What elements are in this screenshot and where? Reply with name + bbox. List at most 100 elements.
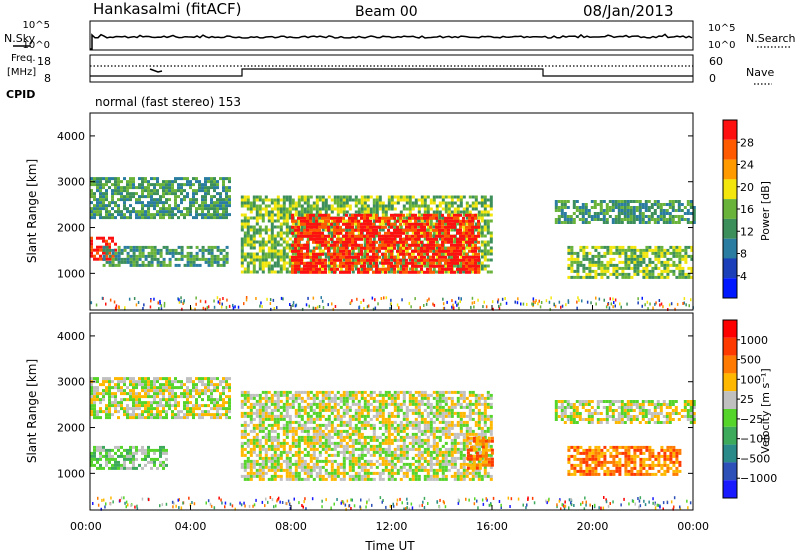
power-echo-cell [575, 209, 579, 212]
power-echo-cell [243, 225, 247, 229]
power-echo-cell [360, 225, 363, 229]
power-echo-cell [423, 225, 426, 229]
power-echo-cell [384, 252, 387, 256]
power-echo-cell [324, 201, 328, 205]
power-echo-cell [216, 260, 220, 264]
velocity-echo-cell [117, 410, 120, 414]
velocity-echo-cell [258, 423, 262, 427]
power-echo-cell [390, 216, 393, 220]
power-echo-cell [240, 237, 244, 241]
power-noise-cell [516, 301, 519, 305]
power-echo-cell [360, 201, 364, 205]
power-echo-cell [459, 210, 463, 214]
power-echo-cell [641, 221, 645, 224]
power-echo-cell [675, 275, 679, 279]
power-echo-cell [264, 228, 268, 232]
power-echo-cell [90, 245, 93, 249]
power-echo-cell [315, 222, 318, 226]
power-echo-cell [450, 195, 454, 199]
power-echo-cell [611, 209, 615, 212]
power-echo-cell [303, 195, 307, 199]
power-echo-cell [294, 252, 298, 256]
power-echo-cell [462, 270, 466, 274]
power-echo-cell [560, 221, 564, 224]
power-echo-cell [432, 240, 435, 244]
power-echo-cell [444, 216, 447, 220]
power-echo-cell [117, 213, 120, 217]
power-echo-cell [300, 261, 303, 265]
velocity-echo-cell [264, 393, 268, 397]
power-echo-cell [267, 204, 271, 208]
power-echo-cell [171, 192, 174, 196]
power-noise-cell [473, 301, 476, 304]
power-echo-cell [648, 272, 652, 276]
power-echo-cell [330, 219, 334, 223]
power-echo-cell [348, 195, 352, 199]
power-echo-cell [345, 258, 348, 262]
power-echo-cell [366, 264, 370, 268]
power-echo-cell [462, 219, 465, 223]
power-echo-cell [99, 207, 102, 211]
velocity-echo-cell [93, 463, 96, 467]
power-echo-cell [447, 249, 450, 253]
velocity-echo-cell [249, 414, 253, 418]
velocity-echo-cell [243, 420, 247, 424]
power-echo-cell [459, 258, 462, 262]
power-echo-cell [120, 192, 123, 196]
power-echo-cell [435, 249, 438, 253]
velocity-echo-cell [129, 416, 132, 420]
power-noise-cell [609, 297, 611, 301]
power-echo-cell [189, 198, 192, 202]
power-echo-cell [309, 225, 312, 229]
power-echo-cell [411, 261, 414, 265]
power-echo-cell [372, 225, 375, 229]
velocity-echo-cell [159, 454, 162, 458]
velocity-echo-cell [177, 416, 180, 420]
power-noise-cell [548, 300, 551, 304]
power-echo-cell [351, 243, 354, 247]
power-echo-cell [339, 216, 342, 220]
velocity-echo-cell [141, 377, 144, 381]
velocity-echo-cell [213, 416, 216, 420]
power-echo-cell [465, 255, 468, 259]
power-echo-cell [279, 222, 283, 226]
power-echo-cell [312, 234, 315, 238]
velocity-echo-cell [183, 401, 186, 405]
power-noise-cell [358, 305, 361, 309]
power-echo-cell [570, 260, 574, 264]
power-echo-cell [426, 219, 429, 223]
power-echo-cell [471, 222, 474, 226]
power-echo-cell [222, 198, 225, 202]
power-echo-cell [336, 255, 339, 259]
power-echo-cell [165, 263, 169, 267]
power-echo-cell [303, 252, 306, 256]
power-echo-cell [117, 180, 120, 184]
power-echo-cell [210, 177, 213, 181]
velocity-echo-cell [159, 460, 162, 464]
power-echo-cell [591, 254, 595, 258]
power-echo-cell [111, 198, 114, 202]
power-noise-cell [504, 297, 506, 300]
power-echo-cell [102, 204, 105, 208]
velocity-echo-cell [228, 416, 231, 420]
power-echo-cell [393, 195, 397, 199]
power-echo-cell [675, 254, 679, 258]
power-noise-cell [292, 301, 295, 305]
power-echo-cell [369, 225, 372, 229]
power-echo-cell [189, 260, 193, 264]
power-echo-cell [321, 252, 324, 256]
power-echo-cell [153, 177, 156, 181]
power-echo-cell [105, 248, 109, 252]
power-echo-cell [336, 246, 340, 250]
power-echo-cell [114, 186, 117, 190]
power-echo-cell [336, 237, 339, 241]
velocity-echo-cell [267, 465, 271, 469]
power-echo-cell [456, 219, 459, 223]
velocity-echo-cell [174, 377, 177, 381]
power-echo-cell [441, 207, 445, 211]
power-echo-cell [654, 257, 658, 261]
velocity-echo-cell [192, 386, 195, 390]
velocity-echo-cell [189, 401, 192, 405]
velocity-echo-cell [96, 398, 99, 402]
velocity-echo-cell [264, 435, 268, 439]
